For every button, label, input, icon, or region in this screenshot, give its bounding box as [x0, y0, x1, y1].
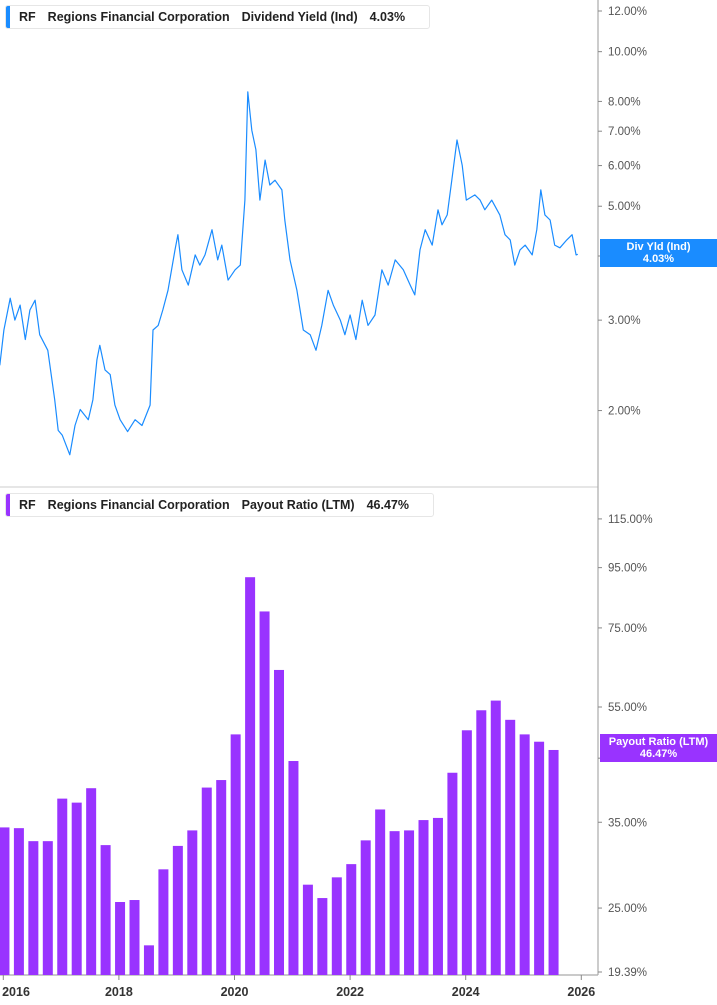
bottom-legend: RF Regions Financial Corporation Payout …	[5, 493, 434, 517]
y-tick-label: 25.00%	[608, 903, 647, 915]
y-tick-label: 5.00%	[608, 201, 641, 213]
tag-value: 46.47%	[639, 747, 678, 760]
metric-value: 4.03%	[369, 10, 406, 24]
payout-bar	[201, 787, 212, 975]
x-tick-label: 2020	[221, 985, 249, 999]
payout-bar	[100, 845, 111, 975]
payout-bar	[0, 827, 10, 975]
payout-bar	[375, 809, 386, 975]
payout-bar	[519, 734, 530, 975]
payout-bar	[389, 831, 400, 975]
payout-bar	[346, 864, 357, 975]
tag-label: Div Yld (Ind)	[626, 241, 691, 254]
payout-bar	[129, 900, 140, 975]
payout-bar	[302, 884, 313, 975]
payout-bar	[447, 772, 458, 975]
payout-bar	[230, 734, 241, 975]
payout-bar	[274, 669, 285, 975]
payout-bar	[86, 788, 97, 975]
y-tick-label: 35.00%	[608, 817, 647, 829]
top-legend: RF Regions Financial Corporation Dividen…	[5, 5, 431, 29]
y-tick-label: 10.00%	[608, 47, 647, 59]
metric-name: Payout Ratio (LTM)	[241, 498, 355, 512]
payout-bar	[57, 798, 68, 975]
payout-bar	[71, 802, 82, 975]
payout-bar	[404, 830, 415, 975]
company-name: Regions Financial Corporation	[47, 498, 230, 512]
x-tick-label: 2024	[452, 985, 480, 999]
payout-ratio-value-tag: Payout Ratio (LTM) 46.47%	[600, 733, 717, 762]
series-color-swatch	[6, 6, 10, 28]
y-tick-label: 7.00%	[608, 126, 641, 138]
y-tick-label: 95.00%	[608, 563, 647, 575]
payout-bar	[245, 577, 256, 975]
payout-bar	[505, 719, 516, 975]
payout-bar	[317, 898, 328, 975]
y-tick-label: 8.00%	[608, 96, 641, 108]
payout-bar	[476, 710, 487, 975]
payout-bar	[143, 945, 154, 975]
tag-label: Payout Ratio (LTM)	[608, 735, 709, 748]
payout-bar	[259, 611, 270, 975]
payout-bar	[172, 845, 183, 975]
dividend-yield-value-tag: Div Yld (Ind) 4.03%	[600, 239, 717, 268]
y-tick-label: 3.00%	[608, 315, 641, 327]
payout-bar	[216, 780, 227, 975]
y-tick-label: 2.00%	[608, 406, 641, 418]
top-y-axis: 12.00%10.00%8.00%7.00%6.00%5.00%4.00%3.0…	[598, 6, 647, 418]
y-tick-label: 55.00%	[608, 702, 647, 714]
payout-bar	[418, 820, 429, 975]
tag-value: 4.03%	[642, 253, 675, 266]
dividend-yield-line	[0, 91, 578, 456]
y-tick-label: 115.00%	[608, 514, 653, 526]
company-name: Regions Financial Corporation	[47, 10, 230, 24]
payout-ratio-bars	[0, 577, 559, 975]
y-tick-label: 6.00%	[608, 161, 641, 173]
metric-name: Dividend Yield (Ind)	[241, 10, 358, 24]
payout-bar	[187, 830, 198, 975]
payout-bar	[432, 817, 443, 975]
payout-bar	[331, 877, 342, 975]
payout-bar	[548, 749, 559, 975]
series-color-swatch	[6, 494, 10, 516]
payout-bar	[360, 840, 371, 975]
payout-bar	[534, 741, 545, 975]
payout-bar	[115, 902, 126, 975]
y-tick-label: 75.00%	[608, 623, 647, 635]
x-axis: 2016 2018 2020 2022 2024 2026	[2, 975, 595, 999]
ticker: RF	[19, 10, 36, 24]
x-tick-label: 2018	[105, 985, 133, 999]
payout-bar	[288, 761, 299, 975]
payout-bar	[461, 730, 472, 975]
x-tick-label: 2026	[567, 985, 595, 999]
y-tick-label: 19.39%	[608, 967, 647, 979]
payout-bar	[13, 828, 24, 975]
payout-bar	[28, 841, 39, 975]
payout-bar	[490, 700, 501, 975]
payout-bar	[158, 869, 169, 975]
metric-value: 46.47%	[366, 498, 409, 512]
payout-bar	[42, 841, 53, 975]
y-tick-label: 12.00%	[608, 6, 647, 18]
x-tick-label: 2022	[336, 985, 364, 999]
x-tick-label: 2016	[2, 985, 30, 999]
ticker: RF	[19, 498, 36, 512]
